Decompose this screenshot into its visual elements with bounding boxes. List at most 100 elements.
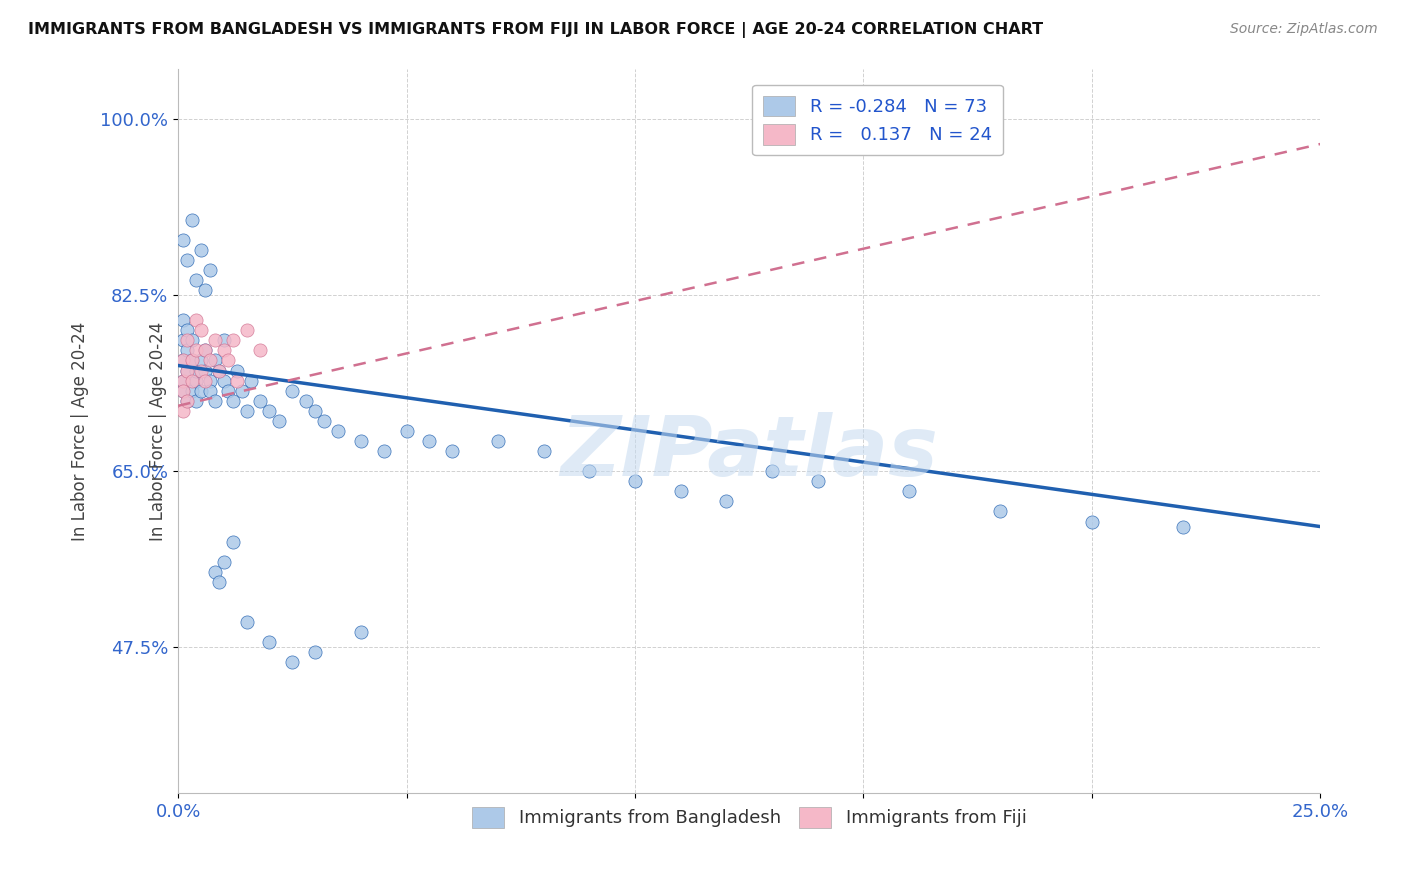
Point [186, 393, 208, 408]
Point [226, 363, 249, 377]
Point [180, 384, 202, 398]
Point [669, 484, 692, 499]
Point [314, 414, 336, 428]
Point [172, 313, 194, 327]
Point [198, 353, 221, 368]
Point [249, 343, 271, 358]
Point [807, 475, 830, 489]
Point [176, 343, 198, 358]
Point [716, 494, 738, 508]
Point [198, 374, 221, 388]
Point [212, 334, 235, 348]
Point [204, 353, 226, 368]
Point [235, 615, 257, 630]
Point [176, 393, 198, 408]
Point [395, 424, 418, 438]
Point [304, 645, 326, 659]
Point [304, 404, 326, 418]
Legend: Immigrants from Bangladesh, Immigrants from Fiji: Immigrants from Bangladesh, Immigrants f… [464, 800, 1033, 835]
Point [194, 283, 217, 297]
Point [176, 363, 198, 377]
Point [172, 374, 194, 388]
Point [222, 534, 245, 549]
Point [186, 313, 208, 327]
Text: Source: ZipAtlas.com: Source: ZipAtlas.com [1230, 22, 1378, 37]
Point [186, 363, 208, 377]
Point [194, 363, 217, 377]
Point [418, 434, 440, 448]
Point [235, 404, 257, 418]
Point [533, 444, 555, 458]
Point [176, 334, 198, 348]
Point [176, 363, 198, 377]
Point [350, 434, 373, 448]
Point [267, 414, 290, 428]
Point [208, 574, 231, 589]
Point [186, 374, 208, 388]
Point [249, 393, 271, 408]
Point [578, 464, 600, 478]
Y-axis label: In Labor Force | Age 20-24: In Labor Force | Age 20-24 [72, 321, 89, 541]
Point [222, 334, 245, 348]
Point [1081, 515, 1104, 529]
Point [212, 555, 235, 569]
Point [176, 252, 198, 267]
Point [198, 384, 221, 398]
Point [172, 334, 194, 348]
Point [194, 343, 217, 358]
Point [180, 212, 202, 227]
Point [212, 374, 235, 388]
Point [190, 323, 212, 337]
Point [208, 363, 231, 377]
Point [240, 374, 263, 388]
Point [295, 393, 318, 408]
Point [486, 434, 509, 448]
Point [172, 353, 194, 368]
Point [172, 374, 194, 388]
Point [180, 334, 202, 348]
Point [180, 374, 202, 388]
Point [208, 363, 231, 377]
Point [190, 384, 212, 398]
Point [281, 656, 304, 670]
Point [259, 635, 281, 649]
Point [172, 384, 194, 398]
Point [180, 353, 202, 368]
Point [235, 323, 257, 337]
Point [898, 484, 921, 499]
Point [226, 374, 249, 388]
Point [186, 273, 208, 287]
Point [222, 393, 245, 408]
Point [990, 504, 1012, 518]
Point [350, 625, 373, 640]
Point [172, 404, 194, 418]
Point [190, 353, 212, 368]
Point [172, 384, 194, 398]
Point [190, 243, 212, 257]
Point [190, 363, 212, 377]
Text: ZIPatlas: ZIPatlas [560, 412, 938, 493]
Point [172, 233, 194, 247]
Point [172, 353, 194, 368]
Point [281, 384, 304, 398]
Point [373, 444, 395, 458]
Point [217, 384, 239, 398]
Y-axis label: In Labor Force | Age 20-24: In Labor Force | Age 20-24 [149, 321, 167, 541]
Point [176, 393, 198, 408]
Point [326, 424, 349, 438]
Point [212, 343, 235, 358]
Point [259, 404, 281, 418]
Point [204, 393, 226, 408]
Point [194, 374, 217, 388]
Text: IMMIGRANTS FROM BANGLADESH VS IMMIGRANTS FROM FIJI IN LABOR FORCE | AGE 20-24 CO: IMMIGRANTS FROM BANGLADESH VS IMMIGRANTS… [28, 22, 1043, 38]
Point [441, 444, 464, 458]
Point [176, 323, 198, 337]
Point [198, 263, 221, 277]
Point [204, 565, 226, 579]
Point [194, 343, 217, 358]
Point [204, 334, 226, 348]
Point [231, 384, 253, 398]
Point [217, 353, 239, 368]
Point [761, 464, 783, 478]
Point [624, 475, 647, 489]
